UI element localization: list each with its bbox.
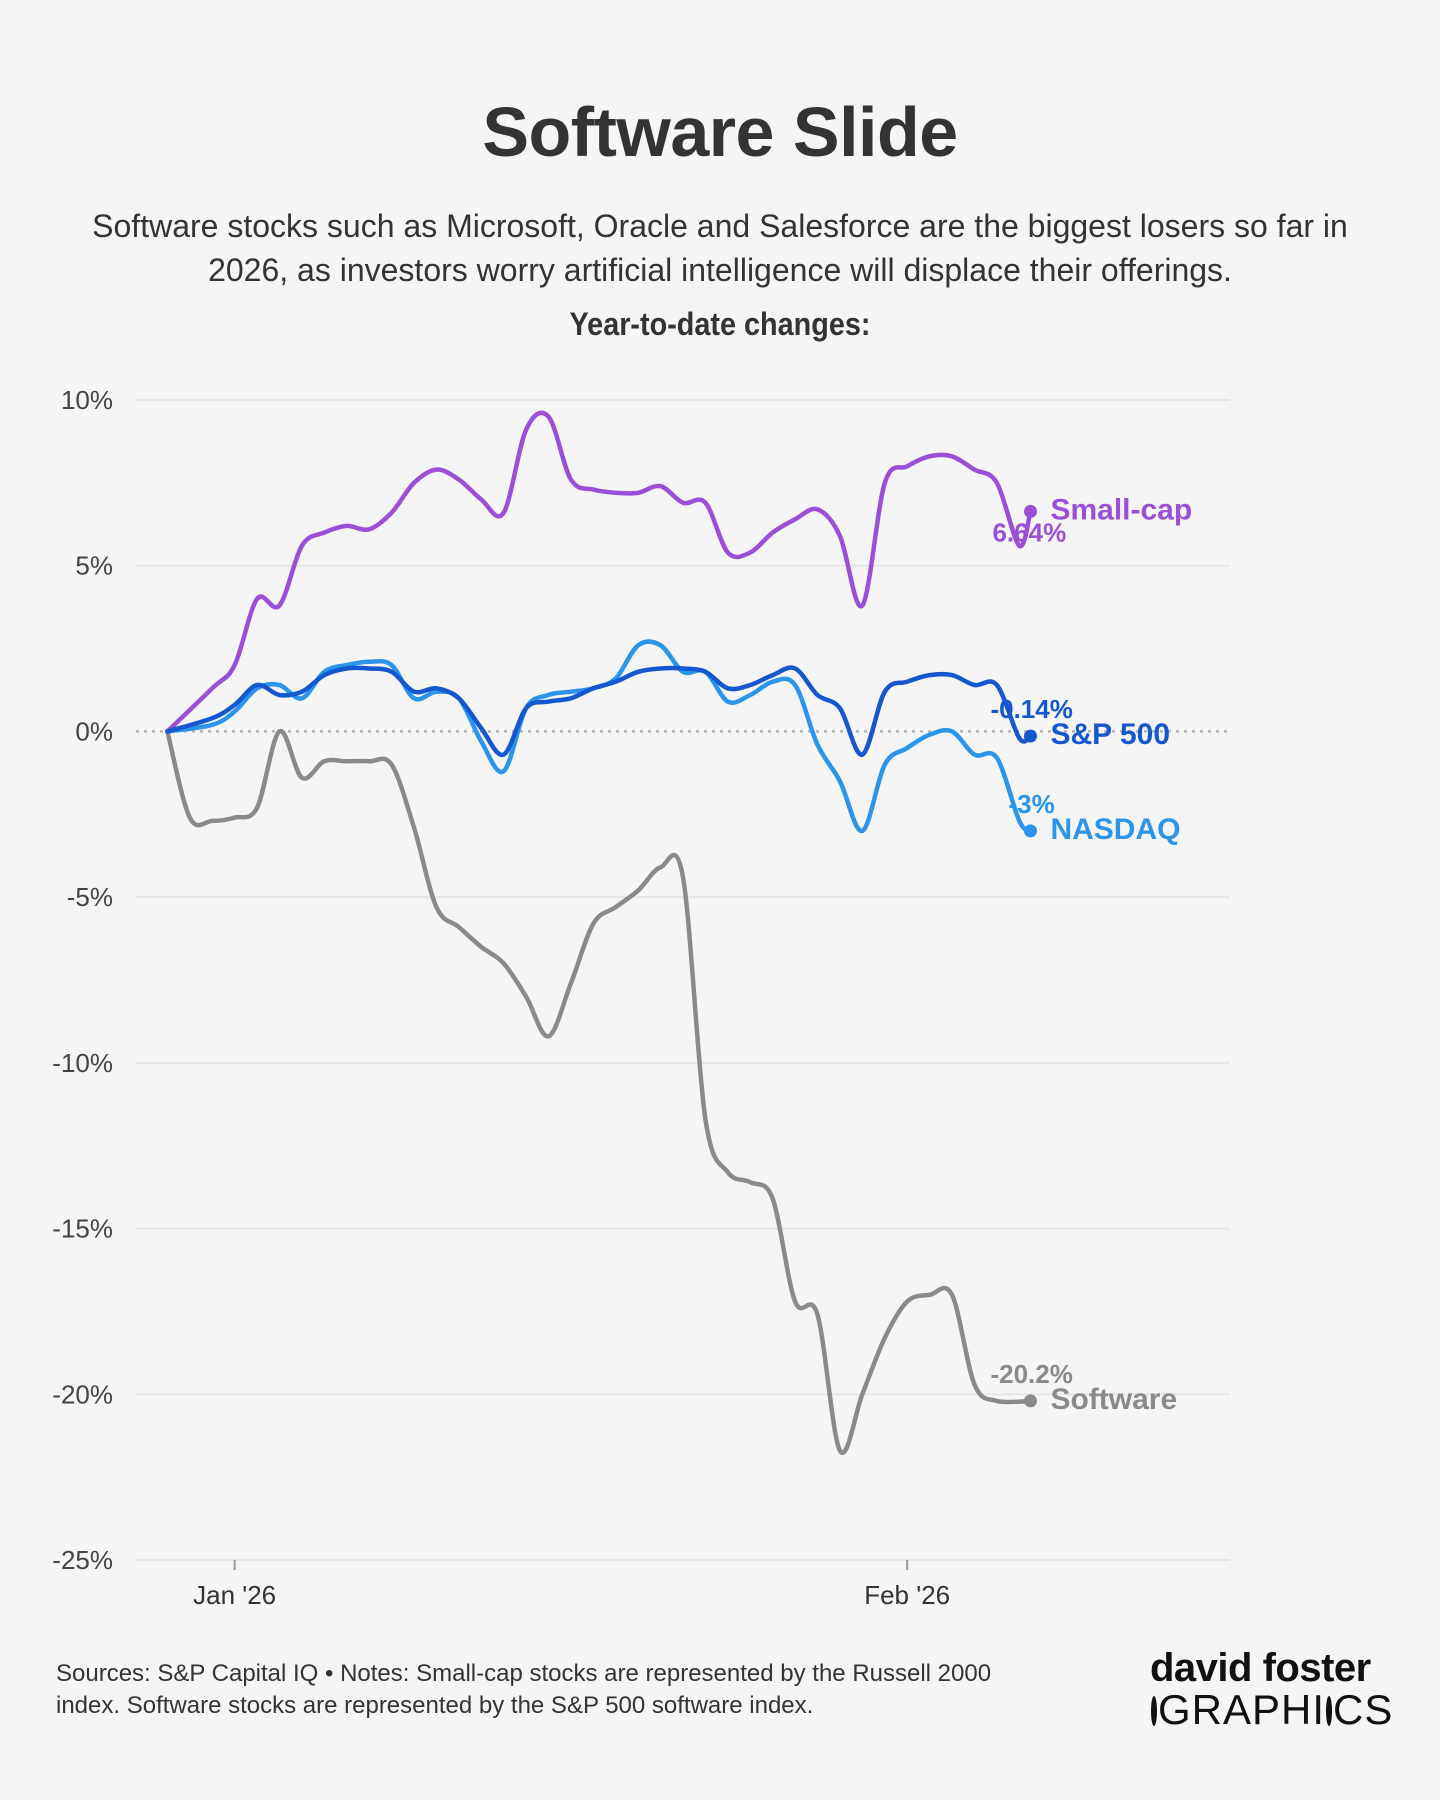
series-line-nasdaq xyxy=(165,639,1033,834)
logo-bottom-part-a: GRAPH xyxy=(1158,1686,1313,1733)
sources-note: Sources: S&P Capital IQ • Notes: Small-c… xyxy=(56,1660,992,1719)
chart-subtitle: Software stocks such as Microsoft, Oracl… xyxy=(92,208,1348,288)
series-end-value-nasdaq: -3% xyxy=(1008,789,1054,819)
y-tick-label: 0% xyxy=(75,716,113,746)
brand-logo: david foster GRAPH I CS xyxy=(1150,1646,1394,1733)
x-tick-label: Feb '26 xyxy=(864,1580,950,1610)
series-label-small-cap: Small-cap xyxy=(1050,493,1192,526)
line-chart: 10% 5% 0% -5% -10% -15% -20% -25% Jan '26 Feb '26… xyxy=(52,385,1230,1610)
logo-bottom-part-c: CS xyxy=(1333,1686,1394,1733)
grid-layer: 10% 5% 0% -5% -10% -15% -20% -25% Jan '26 Feb '26 xyxy=(52,385,1230,1610)
chart-title: Software Slide xyxy=(482,93,958,171)
series-end-value-software: -20.2% xyxy=(990,1359,1072,1389)
series-end-value-small-cap: 6.64% xyxy=(992,517,1066,547)
end-marker-software xyxy=(1023,1394,1037,1408)
logo-bottom-text: GRAPH I CS xyxy=(1150,1686,1394,1733)
y-tick-label: 10% xyxy=(61,385,113,415)
chart-heading: Year-to-date changes: xyxy=(569,306,871,342)
x-tick-label: Jan '26 xyxy=(193,1580,276,1610)
y-tick-label: -15% xyxy=(52,1214,113,1244)
y-tick-label: 5% xyxy=(75,551,113,581)
end-marker-small-cap xyxy=(1023,504,1037,518)
logo-top-text: david foster xyxy=(1150,1646,1371,1690)
logo-dot-icon xyxy=(1151,1696,1157,1726)
series-layer xyxy=(165,410,1033,1456)
end-marker-s-p-500 xyxy=(1023,729,1037,743)
series-line-software xyxy=(165,729,1033,1456)
series-label-s-p-500: S&P 500 xyxy=(1050,718,1170,751)
logo-bottom-part-b: I xyxy=(1312,1686,1326,1733)
series-line-s-p-500 xyxy=(165,665,1033,758)
series-end-value-s-p-500: -0.14% xyxy=(990,694,1072,724)
series-label-nasdaq: NASDAQ xyxy=(1050,813,1180,846)
series-label-software: Software xyxy=(1050,1383,1177,1416)
y-tick-label: -25% xyxy=(52,1545,113,1575)
y-tick-label: -10% xyxy=(52,1048,113,1078)
end-marker-nasdaq xyxy=(1023,824,1037,838)
y-tick-label: -20% xyxy=(52,1379,113,1409)
y-tick-label: -5% xyxy=(67,882,113,912)
series-line-small-cap xyxy=(165,410,1033,734)
logo-dot-icon xyxy=(1326,1696,1333,1726)
